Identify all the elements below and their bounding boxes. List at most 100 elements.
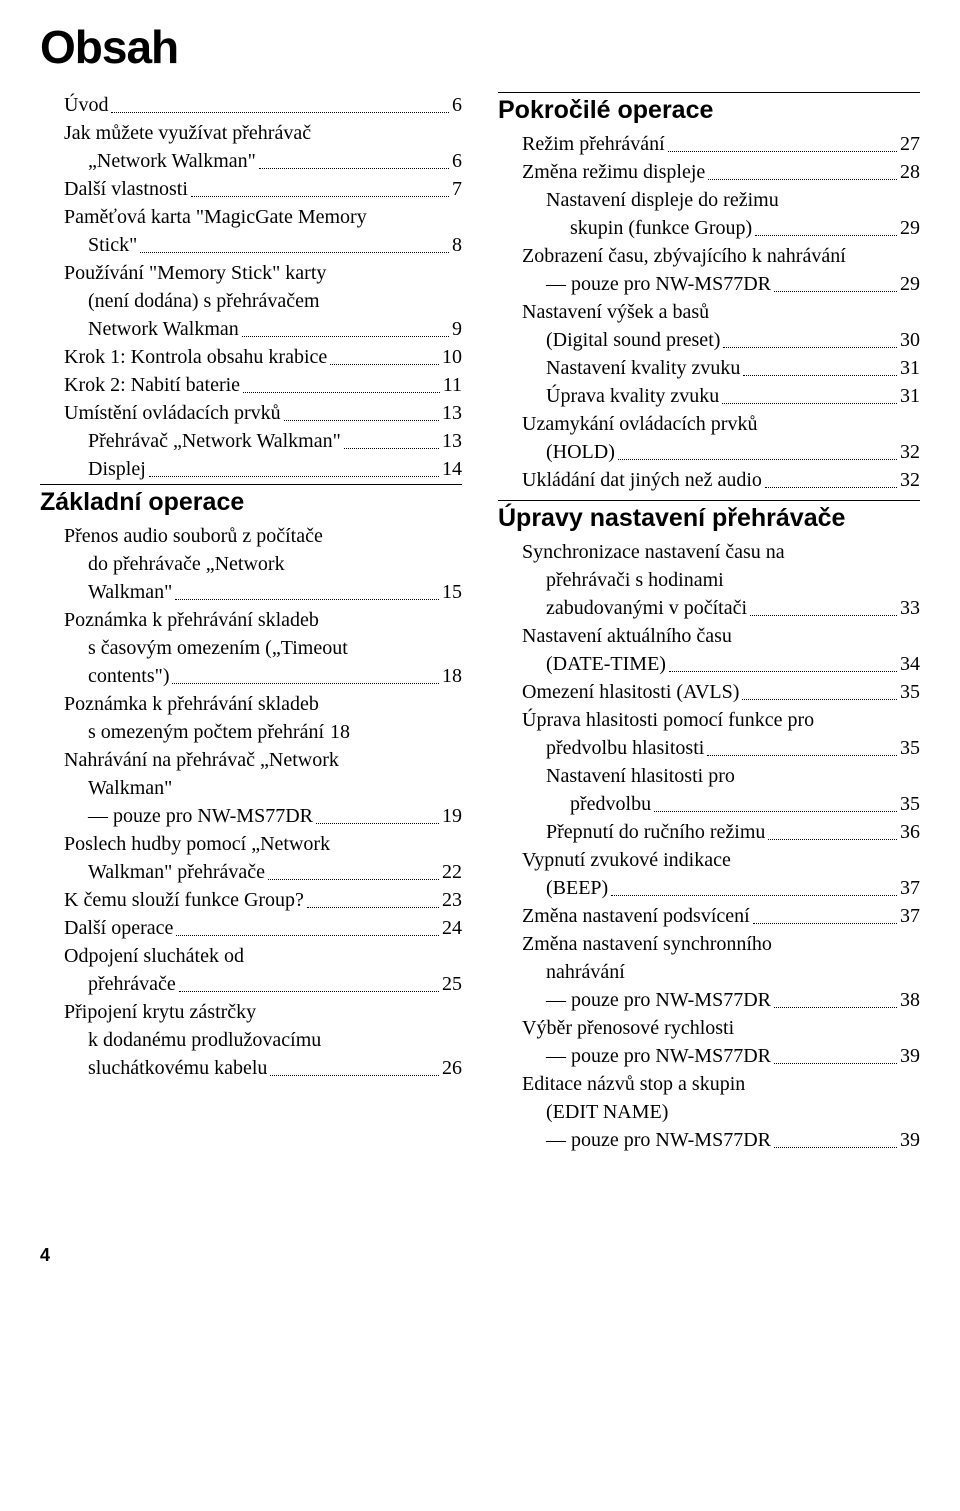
toc-label: Nastavení hlasitosti pro xyxy=(546,763,735,790)
toc-item: Omezení hlasitosti (AVLS) 35 xyxy=(498,679,920,706)
toc-entry: skupin (funkce Group) 29 xyxy=(498,215,920,242)
toc-page: 35 xyxy=(900,735,920,762)
toc-page: 29 xyxy=(900,215,920,242)
toc-page: 13 xyxy=(442,428,462,455)
toc-line: nahrávání xyxy=(498,959,920,986)
toc-entry: Úprava kvality zvuku 31 xyxy=(498,383,920,410)
toc-label: Úprava kvality zvuku xyxy=(546,383,719,410)
toc-label: Přenos audio souborů z počítače xyxy=(64,523,323,550)
toc-entry: Další operace 24 xyxy=(40,915,462,942)
toc-leader-dots xyxy=(742,699,897,700)
toc-page: 13 xyxy=(442,400,462,427)
toc-item: Synchronizace nastavení času napřehrávač… xyxy=(498,539,920,622)
toc-leader-dots xyxy=(243,392,440,393)
toc-label: (není dodána) s přehrávačem xyxy=(88,288,320,315)
toc-entry: Stick" 8 xyxy=(40,232,462,259)
toc-label: předvolbu hlasitosti xyxy=(546,735,704,762)
toc-label: k dodanému prodlužovacímu xyxy=(88,1027,321,1054)
toc-entry: Režim přehrávání 27 xyxy=(498,131,920,158)
toc-label: K čemu slouží funkce Group? xyxy=(64,887,304,914)
toc-label: Editace názvů stop a skupin xyxy=(522,1071,745,1098)
toc-label: s časovým omezením („Timeout xyxy=(88,635,348,662)
toc-leader-dots xyxy=(330,364,439,365)
toc-leader-dots xyxy=(774,291,897,292)
toc-item: Úvod 6 xyxy=(40,92,462,119)
toc-item: Jak můžete využívat přehrávač„Network Wa… xyxy=(40,120,462,175)
toc-leader-dots xyxy=(753,923,897,924)
toc-line: Úprava hlasitosti pomocí funkce pro xyxy=(498,707,920,734)
toc-page: 6 xyxy=(452,92,462,119)
toc-entry: (DATE-TIME) 34 xyxy=(498,651,920,678)
toc-entry: Umístění ovládacích prvků 13 xyxy=(40,400,462,427)
toc-item: Nastavení výšek a basů(Digital sound pre… xyxy=(498,299,920,354)
toc-leader-dots xyxy=(176,935,439,936)
toc-leader-dots xyxy=(175,599,439,600)
toc-entry: sluchátkovému kabelu 26 xyxy=(40,1055,462,1082)
toc-page: 24 xyxy=(442,915,462,942)
toc-label: (HOLD) xyxy=(546,439,615,466)
toc-line: Poslech hudby pomocí „Network xyxy=(40,831,462,858)
toc-label: Další vlastnosti xyxy=(64,176,188,203)
toc-line: Nastavení výšek a basů xyxy=(498,299,920,326)
toc-entry: Změna režimu displeje 28 xyxy=(498,159,920,186)
toc-leader-dots xyxy=(172,683,439,684)
toc-item: Přenos audio souborů z počítačedo přehrá… xyxy=(40,523,462,606)
toc-leader-dots xyxy=(750,615,897,616)
toc-item: Odpojení sluchátek odpřehrávače 25 xyxy=(40,943,462,998)
toc-entry: „Network Walkman" 6 xyxy=(40,148,462,175)
toc-entry: (HOLD) 32 xyxy=(498,439,920,466)
toc-label: Poznámka k přehrávání skladeb xyxy=(64,691,319,718)
toc-leader-dots xyxy=(708,179,897,180)
toc-leader-dots xyxy=(268,879,439,880)
toc-label: (DATE-TIME) xyxy=(546,651,666,678)
toc-entry: Nastavení kvality zvuku 31 xyxy=(498,355,920,382)
toc-leader-dots xyxy=(344,448,439,449)
toc-entry: Úvod 6 xyxy=(40,92,462,119)
toc-entry: Krok 1: Kontrola obsahu krabice 10 xyxy=(40,344,462,371)
toc-label: Paměťová karta "MagicGate Memory xyxy=(64,204,367,231)
toc-line: Poznámka k přehrávání skladeb xyxy=(40,607,462,634)
toc-item: Přehrávač „Network Walkman" 13 xyxy=(40,428,462,455)
toc-leader-dots xyxy=(191,196,449,197)
toc-page: 39 xyxy=(900,1043,920,1070)
toc-line: Poznámka k přehrávání skladeb xyxy=(40,691,462,718)
toc-leader-dots xyxy=(723,347,897,348)
toc-line: Nastavení displeje do režimu xyxy=(498,187,920,214)
toc-item: K čemu slouží funkce Group? 23 xyxy=(40,887,462,914)
toc-item: Další vlastnosti 7 xyxy=(40,176,462,203)
toc-leader-dots xyxy=(284,420,439,421)
toc-page: 39 xyxy=(900,1127,920,1154)
toc-item: Displej 14 xyxy=(40,456,462,483)
toc-label: Úvod xyxy=(64,92,108,119)
toc-page: 9 xyxy=(452,316,462,343)
toc-label: do přehrávače „Network xyxy=(88,551,285,578)
toc-label: Změna nastavení podsvícení xyxy=(522,903,750,930)
toc-page: 15 xyxy=(442,579,462,606)
toc-entry: zabudovanými v počítači 33 xyxy=(498,595,920,622)
toc-group: Režim přehrávání 27Změna režimu displeje… xyxy=(498,131,920,494)
toc-line: Používání "Memory Stick" karty xyxy=(40,260,462,287)
toc-item: Úprava kvality zvuku 31 xyxy=(498,383,920,410)
toc-label: Režim přehrávání xyxy=(522,131,665,158)
toc-leader-dots xyxy=(743,375,897,376)
toc-item: Další operace 24 xyxy=(40,915,462,942)
toc-label: Odpojení sluchátek od xyxy=(64,943,244,970)
toc-label: Nastavení kvality zvuku xyxy=(546,355,740,382)
toc-label: přehrávače xyxy=(88,971,176,998)
toc-page: 27 xyxy=(900,131,920,158)
toc-group: Přenos audio souborů z počítačedo přehrá… xyxy=(40,523,462,1082)
toc-label: Ukládání dat jiných než audio xyxy=(522,467,762,494)
toc-page: 29 xyxy=(900,271,920,298)
toc-item: Úprava hlasitosti pomocí funkce propředv… xyxy=(498,707,920,762)
toc-leader-dots xyxy=(654,811,897,812)
toc-entry: Walkman" 15 xyxy=(40,579,462,606)
toc-label: zabudovanými v počítači xyxy=(546,595,747,622)
toc-entry: — pouze pro NW-MS77DR 38 xyxy=(498,987,920,1014)
toc-leader-dots xyxy=(316,823,439,824)
toc-page: 32 xyxy=(900,439,920,466)
toc-leader-dots xyxy=(774,1007,897,1008)
toc-entry: Displej 14 xyxy=(40,456,462,483)
toc-columns: Úvod 6Jak můžete využívat přehrávač„Netw… xyxy=(40,92,920,1155)
toc-page: 36 xyxy=(900,819,920,846)
toc-item: Přepnutí do ručního režimu 36 xyxy=(498,819,920,846)
